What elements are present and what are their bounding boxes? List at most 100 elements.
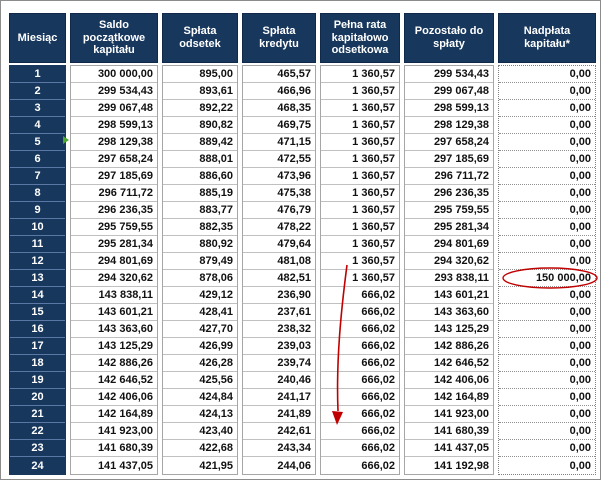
table-cell-overpayment[interactable]: 0,00 (499, 168, 595, 185)
column-header-overpayment[interactable]: Nadpłata kapitału* (498, 13, 596, 63)
table-cell-overpayment[interactable]: 0,00 (499, 236, 595, 253)
table-cell-interest[interactable]: 892,22 (163, 100, 237, 117)
table-cell-remaining[interactable]: 299 534,43 (405, 66, 493, 83)
table-cell-interest[interactable]: 882,35 (163, 219, 237, 236)
table-cell-installment[interactable]: 1 360,57 (321, 202, 399, 219)
table-cell-installment[interactable]: 1 360,57 (321, 117, 399, 134)
table-cell-opening[interactable]: 298 599,13 (71, 117, 157, 134)
table-cell-opening[interactable]: 143 125,29 (71, 338, 157, 355)
table-cell-remaining[interactable]: 142 164,89 (405, 389, 493, 406)
table-cell-opening[interactable]: 296 236,35 (71, 202, 157, 219)
column-header-principal-payment[interactable]: Spłata kredytu (242, 13, 316, 63)
column-header-interest-payment[interactable]: Spłata odsetek (162, 13, 238, 63)
table-cell-interest[interactable]: 427,70 (163, 321, 237, 338)
table-cell-interest[interactable]: 889,42 (163, 134, 237, 151)
table-cell-overpayment[interactable]: 0,00 (499, 83, 595, 100)
table-cell-month[interactable]: 22 (10, 423, 65, 440)
table-cell-opening[interactable]: 141 923,00 (71, 423, 157, 440)
table-cell-interest[interactable]: 428,41 (163, 304, 237, 321)
table-cell-installment[interactable]: 666,02 (321, 372, 399, 389)
table-cell-remaining[interactable]: 297 185,69 (405, 151, 493, 168)
table-cell-principal[interactable]: 241,89 (243, 406, 315, 423)
table-cell-month[interactable]: 15 (10, 304, 65, 321)
table-cell-overpayment[interactable]: 0,00 (499, 219, 595, 236)
table-cell-installment[interactable]: 666,02 (321, 423, 399, 440)
table-cell-interest[interactable]: 895,00 (163, 66, 237, 83)
table-cell-month[interactable]: 13 (10, 270, 65, 287)
table-cell-month[interactable]: 10 (10, 219, 65, 236)
table-cell-remaining[interactable]: 294 320,62 (405, 253, 493, 270)
table-cell-interest[interactable]: 886,60 (163, 168, 237, 185)
column-header-month[interactable]: Miesiąc (9, 13, 66, 63)
table-cell-month[interactable]: 4 (10, 117, 65, 134)
table-cell-opening[interactable]: 296 711,72 (71, 185, 157, 202)
table-cell-principal[interactable]: 244,06 (277, 459, 311, 472)
table-cell-month[interactable]: 5 (10, 134, 65, 151)
table-cell-principal[interactable]: 482,51 (243, 270, 315, 287)
table-cell-month[interactable]: 6 (10, 151, 65, 168)
table-cell-overpayment[interactable]: 0,00 (569, 459, 591, 472)
table-cell-principal[interactable]: 239,74 (243, 355, 315, 372)
table-cell-interest[interactable]: 421,95 (199, 459, 233, 472)
table-cell-overpayment[interactable]: 0,00 (499, 202, 595, 219)
table-cell-interest[interactable]: 883,77 (163, 202, 237, 219)
table-cell-month[interactable]: 8 (10, 185, 65, 202)
table-cell-installment[interactable]: 666,02 (321, 304, 399, 321)
table-cell-remaining[interactable]: 298 599,13 (405, 100, 493, 117)
table-cell-principal[interactable]: 479,64 (243, 236, 315, 253)
table-cell-month[interactable]: 24 (10, 457, 65, 474)
table-cell-remaining[interactable]: 143 601,21 (405, 287, 493, 304)
table-cell-overpayment[interactable]: 0,00 (499, 185, 595, 202)
table-cell-month[interactable]: 23 (10, 440, 65, 457)
table-cell-installment[interactable]: 1 360,57 (321, 219, 399, 236)
table-cell-overpayment[interactable]: 0,00 (499, 100, 595, 117)
table-cell-installment[interactable]: 1 360,57 (321, 83, 399, 100)
table-cell-month[interactable]: 2 (10, 83, 65, 100)
table-cell-principal[interactable]: 466,96 (243, 83, 315, 100)
table-cell-opening[interactable]: 294 801,69 (71, 253, 157, 270)
table-cell-month[interactable]: 18 (10, 355, 65, 372)
table-cell-installment[interactable]: 1 360,57 (321, 151, 399, 168)
table-cell-principal[interactable]: 239,03 (243, 338, 315, 355)
table-cell-interest[interactable]: 880,92 (163, 236, 237, 253)
table-cell-month[interactable]: 7 (10, 168, 65, 185)
table-cell-principal[interactable]: 236,90 (243, 287, 315, 304)
table-cell-interest[interactable]: 888,01 (163, 151, 237, 168)
table-cell-remaining[interactable]: 294 801,69 (405, 236, 493, 253)
table-cell-overpayment[interactable]: 0,00 (499, 406, 595, 423)
table-cell-interest[interactable]: 422,68 (163, 440, 237, 457)
table-cell-opening[interactable]: 295 281,34 (71, 236, 157, 253)
table-cell-installment[interactable]: 1 360,57 (321, 134, 399, 151)
table-cell-overpayment[interactable]: 0,00 (499, 287, 595, 304)
table-cell-remaining[interactable]: 141 437,05 (405, 440, 493, 457)
table-cell-opening[interactable]: 143 601,21 (71, 304, 157, 321)
table-cell-interest[interactable]: 879,49 (163, 253, 237, 270)
table-cell-remaining[interactable]: 293 838,11 (405, 270, 493, 287)
table-cell-overpayment[interactable]: 0,00 (499, 321, 595, 338)
column-header-full-installment[interactable]: Pełna rata kapitałowo odsetkowa (320, 13, 400, 63)
table-cell-installment[interactable]: 1 360,57 (321, 270, 399, 287)
table-cell-opening[interactable]: 297 185,69 (71, 168, 157, 185)
table-cell-overpayment[interactable]: 0,00 (499, 117, 595, 134)
table-cell-installment[interactable]: 666,02 (321, 406, 399, 423)
table-cell-principal[interactable]: 237,61 (243, 304, 315, 321)
table-cell-overpayment[interactable]: 0,00 (499, 423, 595, 440)
table-cell-remaining[interactable]: 142 406,06 (405, 372, 493, 389)
table-cell-remaining[interactable]: 295 759,55 (405, 202, 493, 219)
table-cell-overpayment[interactable]: 0,00 (499, 355, 595, 372)
table-cell-remaining[interactable]: 143 363,60 (405, 304, 493, 321)
table-cell-remaining[interactable]: 296 236,35 (405, 185, 493, 202)
table-cell-opening[interactable]: 142 164,89 (71, 406, 157, 423)
table-cell-opening[interactable]: 142 646,52 (71, 372, 157, 389)
table-cell-month[interactable]: 16 (10, 321, 65, 338)
table-cell-interest[interactable]: 878,06 (163, 270, 237, 287)
table-cell-overpayment[interactable]: 0,00 (499, 151, 595, 168)
table-cell-installment[interactable]: 1 360,57 (321, 168, 399, 185)
table-cell-installment[interactable]: 1 360,57 (321, 100, 399, 117)
table-cell-month[interactable]: 21 (10, 406, 65, 423)
table-cell-opening[interactable]: 299 534,43 (71, 83, 157, 100)
table-cell-principal[interactable]: 471,15 (243, 134, 315, 151)
table-cell-month[interactable]: 19 (10, 372, 65, 389)
table-cell-principal[interactable]: 473,96 (243, 168, 315, 185)
table-cell-installment[interactable]: 666,02 (321, 287, 399, 304)
